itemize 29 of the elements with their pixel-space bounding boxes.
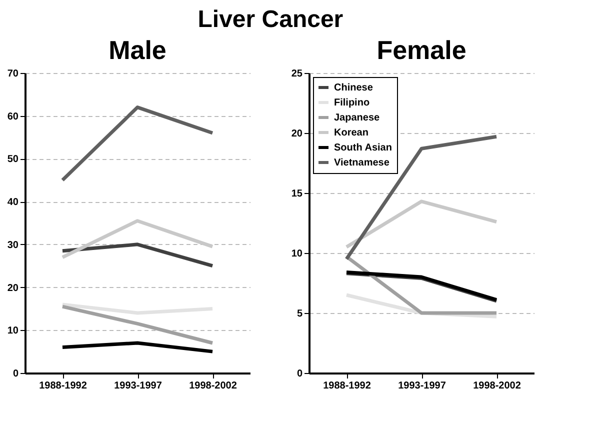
y-tick-label: 25 xyxy=(291,68,303,80)
legend-label: Japanese xyxy=(334,112,380,124)
legend-label: Filipino xyxy=(334,98,370,108)
y-tick-label: 10 xyxy=(291,248,303,260)
x-tick-label: 1998-2002 xyxy=(189,380,238,392)
y-tick-label: 30 xyxy=(7,240,19,251)
x-tick-label: 1988-1992 xyxy=(39,380,88,392)
legend-label: Vietnamese xyxy=(334,158,390,168)
x-tick-label: 1988-1992 xyxy=(323,380,372,392)
chart-subtitle: Male xyxy=(108,35,166,65)
y-tick-label: 15 xyxy=(291,188,303,200)
y-tick-label: 10 xyxy=(7,326,19,337)
chart-title: Liver Cancer xyxy=(198,6,344,33)
y-tick-label: 40 xyxy=(7,197,19,208)
y-tick-label: 0 xyxy=(12,368,19,380)
y-tick-label: 20 xyxy=(291,128,303,140)
x-tick-label: 1998-2002 xyxy=(473,380,522,392)
legend-label: South Asian xyxy=(334,142,392,154)
x-tick-label: 1993-1997 xyxy=(398,380,446,392)
y-tick-label: 20 xyxy=(7,282,19,294)
chart-subtitle: Female xyxy=(376,35,466,65)
y-tick-label: 70 xyxy=(7,68,19,80)
y-tick-label: 0 xyxy=(296,368,303,380)
legend-label: Chinese xyxy=(334,82,374,94)
y-tick-label: 60 xyxy=(7,111,19,122)
x-tick-label: 1993-1997 xyxy=(114,380,162,392)
legend-label: Korean xyxy=(334,128,368,138)
y-tick-label: 50 xyxy=(7,154,19,166)
y-tick-label: 5 xyxy=(296,308,303,320)
